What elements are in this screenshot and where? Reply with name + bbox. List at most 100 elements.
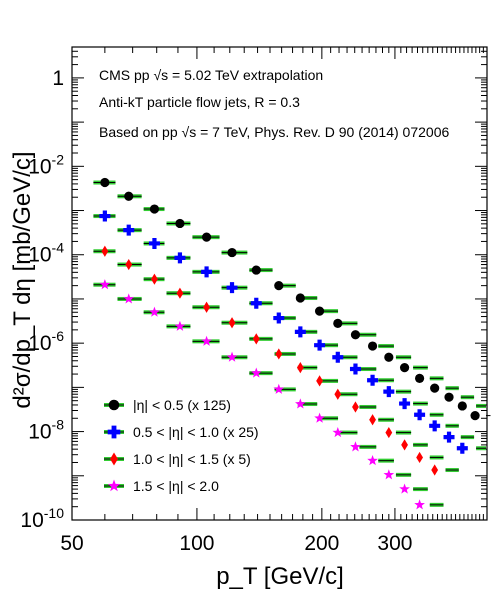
y-tick-label: 10-10 [20,505,64,532]
diamond-marker [431,464,439,476]
circle-marker [470,410,480,421]
diamond-marker [101,245,109,257]
diamond-marker [252,333,260,345]
diamond-marker [176,287,184,299]
cross-marker [367,374,379,386]
cross-marker [107,425,121,439]
cross-marker [148,237,160,249]
circle-marker [108,399,120,411]
cross-marker [174,252,186,264]
series-cross [93,210,486,454]
annotations-layer: CMS pp √s = 5.02 TeV extrapolation Anti-k… [99,67,449,140]
cross-marker [314,339,326,351]
star-marker [399,483,410,494]
annotation-line: Based on pp √s = 7 TeV, Phys. Rev. D 90 … [99,124,449,140]
star-marker [123,293,135,304]
star-marker [149,306,160,317]
y-tick-exponent: -4 [52,240,65,256]
y-tick-label: 10-6 [28,328,64,355]
legend-label: 0.5 < |η| < 1.0 (x 25) [133,424,259,440]
circle-marker [314,306,325,316]
circle-marker [124,191,134,201]
diamond-marker [385,426,393,439]
cross-marker [383,386,395,398]
diamond-marker [401,439,408,451]
legend-label: 1.0 < |η| < 1.5 (x 5) [133,451,251,467]
y-tick-label: 10-2 [28,151,64,178]
cross-marker [294,326,306,338]
legend-entry: |η| < 0.5 (x 125) [104,397,231,413]
circle-marker [444,392,454,402]
star-marker [350,441,361,452]
cross-marker [123,224,135,236]
y-tick-label: 1 [52,67,64,90]
x-tick-label: 200 [304,532,339,555]
cross-marker [429,420,441,432]
cross-marker [456,442,468,454]
legend-label: |η| < 0.5 (x 125) [133,397,231,413]
diamond-marker [416,451,423,464]
star-marker [226,351,238,362]
y-tick-base: 10 [28,244,51,267]
legend: |η| < 0.5 (x 125) 0.5 < |η| < 1.0 (x 25) 1… [104,397,259,494]
series-circle [93,177,491,421]
circle-marker [149,204,160,214]
circle-marker [430,383,440,393]
circle-marker [350,330,361,340]
y-tick-label: 10-8 [28,417,64,444]
cross-marker [349,363,361,375]
circle-marker [251,265,261,275]
diamond-marker [203,301,210,313]
circle-marker [333,318,343,328]
diamond-marker [275,348,283,360]
y-tick-base: 10 [28,155,51,178]
y-tick-base: 10 [28,421,51,444]
diamond-marker [125,258,133,271]
data-layer [93,177,491,510]
diamond-marker [369,414,376,426]
star-marker [367,455,378,466]
cross-marker [443,431,455,443]
diamond-marker [110,452,118,466]
star-marker [107,479,121,492]
circle-marker [457,401,467,411]
star-marker [273,383,285,394]
annotation-line: Anti-kT particle flow jets, R = 0.3 [99,94,300,110]
y-axis-label: d²σ/dp_T dη [mb/GeV/c] [9,151,36,408]
annotation-line: CMS pp √s = 5.02 TeV extrapolation [99,67,323,83]
star-marker [414,499,425,510]
y-tick-label: 10-4 [28,240,64,267]
plot-frame [71,46,488,521]
x-tick-label: 50 [60,532,83,555]
y-tick-base: 10 [20,509,43,532]
diamond-marker [352,401,359,413]
ticks-layer [71,46,488,521]
cross-marker [99,210,111,222]
y-tick-exponent: -8 [52,417,65,433]
star-marker [201,335,212,346]
circle-marker [367,341,378,351]
y-tick-exponent: -6 [52,328,65,344]
x-tick-label: 300 [377,532,412,555]
legend-entry: 1.0 < |η| < 1.5 (x 5) [104,451,251,467]
diamond-marker [316,375,323,387]
x-tick-label: 100 [179,532,214,555]
legend-entry: 1.5 < |η| < 2.0 [104,478,219,494]
star-marker [174,320,186,331]
circle-marker [100,177,110,188]
diamond-marker [151,273,158,285]
star-marker [332,426,344,438]
cross-marker [332,351,344,363]
star-marker [295,398,306,409]
circle-marker [414,373,425,383]
y-tick-exponent: -2 [52,151,65,167]
star-marker [314,412,325,423]
cross-marker [250,297,262,309]
y-tick-exponent: -10 [44,505,64,521]
cross-marker [414,409,426,421]
x-axis-label: p_T [GeV/c] [216,563,344,590]
circle-marker [175,218,185,229]
